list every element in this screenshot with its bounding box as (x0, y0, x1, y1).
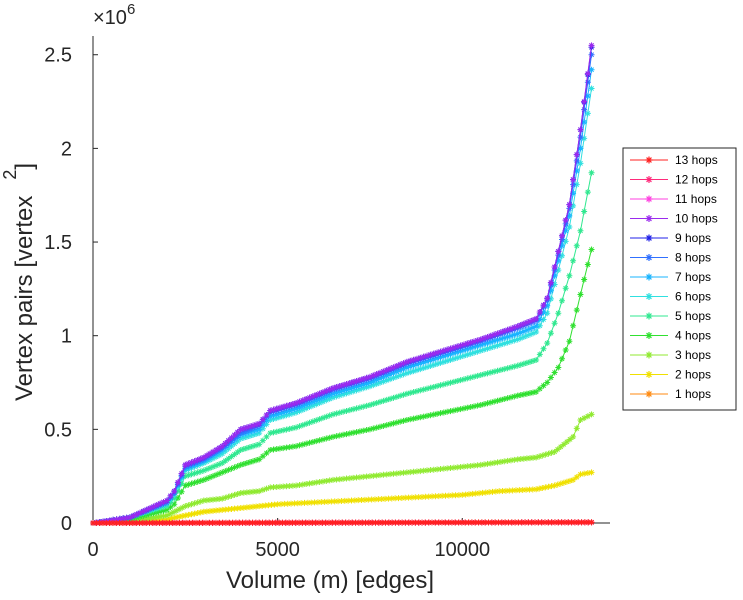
legend-marker (645, 332, 653, 339)
legend-marker (645, 234, 653, 242)
legend-marker (645, 273, 653, 281)
series-9-hops (90, 44, 595, 526)
legend-item-2-hops: 2 hops (630, 368, 711, 382)
legend-label: 3 hops (675, 348, 711, 362)
legend-label: 5 hops (675, 309, 711, 323)
series-markers-13-hops (90, 519, 595, 526)
legend-marker (645, 371, 653, 378)
series-5-hops (90, 169, 595, 526)
legend-marker (645, 176, 653, 183)
legend-marker (645, 156, 653, 164)
legend-label: 6 hops (675, 290, 711, 304)
series-line-8-hops (92, 54, 592, 524)
series-markers-9-hops (90, 44, 595, 526)
legend-marker (645, 351, 653, 359)
legend-label: 1 hops (675, 387, 711, 401)
legend-item-1-hops: 1 hops (630, 387, 711, 401)
legend-label: 8 hops (675, 251, 711, 265)
legend-item-5-hops: 5 hops (630, 309, 711, 323)
legend-item-13-hops: 13 hops (630, 153, 718, 167)
legend-item-6-hops: 6 hops (630, 290, 711, 304)
legend-marker (645, 215, 653, 222)
series-markers-8-hops (90, 51, 595, 526)
series-markers-10-hops (90, 42, 595, 526)
y-tick-label: 2 (61, 138, 72, 160)
legend-label: 9 hops (675, 231, 711, 245)
x-axis-label: Volume (m) [edges] (226, 567, 434, 594)
y-axis-label-suffix: ] (11, 163, 38, 170)
y-axis-label: Vertex pairs [vertex 2] (0, 163, 38, 401)
x-tick-label: 0 (87, 539, 98, 561)
legend-label: 11 hops (675, 192, 717, 206)
y-tick-label: 0 (61, 513, 72, 535)
y-tick-label: 2.5 (44, 45, 72, 67)
y-ticks: 0 0.5 1 1.5 2 2.5 (44, 45, 98, 535)
legend-item-7-hops: 7 hops (630, 270, 711, 284)
legend-label: 12 hops (675, 173, 718, 187)
x-ticks: 0 5000 10000 (87, 518, 490, 561)
legend-marker (645, 254, 653, 261)
legend-item-4-hops: 4 hops (630, 329, 711, 343)
legend-item-3-hops: 3 hops (630, 348, 711, 362)
y-tick-label: 0.5 (44, 419, 72, 441)
series-layer (90, 42, 595, 526)
legend-item-11-hops: 11 hops (630, 192, 717, 206)
series-markers-5-hops (90, 169, 595, 526)
y-axis-label-main: Vertex pairs [vertex (11, 196, 38, 401)
legend-label: 4 hops (675, 329, 711, 343)
x-tick-label: 5000 (255, 539, 300, 561)
series-line-7-hops (92, 69, 592, 524)
series-3-hops (90, 411, 595, 526)
series-13-hops (90, 519, 595, 526)
legend-item-12-hops: 12 hops (630, 173, 718, 187)
y-tick-label: 1.5 (44, 232, 72, 254)
series-line-9-hops (92, 47, 592, 524)
legend-item-9-hops: 9 hops (630, 231, 711, 245)
legend-marker (645, 390, 653, 398)
legend-label: 10 hops (675, 212, 718, 226)
legend-marker (645, 312, 653, 320)
legend-item-10-hops: 10 hops (630, 212, 718, 226)
legend-label: 7 hops (675, 270, 711, 284)
legend-label: 13 hops (675, 153, 718, 167)
legend: 13 hops 12 hops 11 hops 10 hops 9 hops 8 hops… (622, 147, 737, 411)
series-10-hops (90, 42, 595, 526)
y-tick-label: 1 (61, 326, 72, 348)
legend-box (622, 147, 737, 411)
legend-label: 2 hops (675, 368, 711, 382)
series-8-hops (90, 51, 595, 526)
legend-item-8-hops: 8 hops (630, 251, 711, 265)
legend-marker (645, 293, 653, 300)
y-axis-exponent-base: ×10 (93, 7, 127, 29)
series-line-5-hops (92, 172, 592, 524)
y-axis-label-superscript: 2 (0, 170, 20, 180)
series-line-10-hops (92, 45, 592, 524)
y-axis-exponent: ×106 (93, 1, 135, 29)
legend-marker (645, 195, 653, 203)
x-tick-label: 10000 (434, 539, 490, 561)
svg-text:Vertex pairs [vertex2]: Vertex pairs [vertex 2] (0, 163, 38, 401)
y-axis-exponent-power: 6 (127, 1, 135, 18)
